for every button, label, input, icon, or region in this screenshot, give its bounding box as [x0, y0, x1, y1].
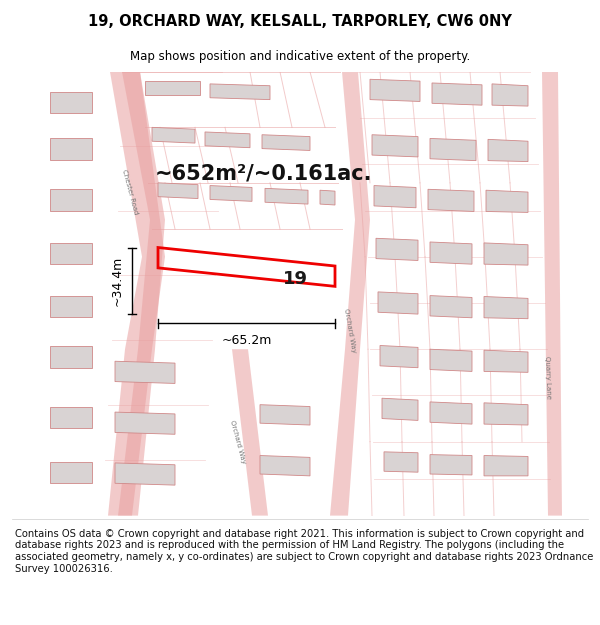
Polygon shape [484, 403, 528, 425]
Text: ~652m²/~0.161ac.: ~652m²/~0.161ac. [155, 164, 373, 184]
Polygon shape [374, 186, 416, 208]
Text: ~34.4m: ~34.4m [111, 256, 124, 306]
Polygon shape [210, 84, 270, 99]
Polygon shape [115, 361, 175, 383]
Polygon shape [260, 405, 310, 425]
Text: Chester Road: Chester Road [121, 169, 139, 215]
Polygon shape [152, 127, 195, 143]
Text: Contains OS data © Crown copyright and database right 2021. This information is : Contains OS data © Crown copyright and d… [15, 529, 593, 574]
Polygon shape [430, 454, 472, 475]
Polygon shape [50, 406, 92, 428]
Polygon shape [432, 83, 482, 105]
Polygon shape [492, 84, 528, 106]
Polygon shape [370, 79, 420, 101]
Polygon shape [372, 135, 418, 157]
Polygon shape [330, 72, 370, 516]
Polygon shape [220, 349, 268, 516]
Text: Orchard Way: Orchard Way [229, 419, 247, 464]
Polygon shape [430, 242, 472, 264]
Text: ~65.2m: ~65.2m [221, 334, 272, 348]
Polygon shape [430, 349, 472, 371]
Polygon shape [428, 189, 474, 211]
Polygon shape [320, 190, 335, 205]
Polygon shape [50, 346, 92, 368]
Text: 19: 19 [283, 270, 308, 288]
Polygon shape [384, 452, 418, 472]
Polygon shape [486, 190, 528, 213]
Polygon shape [430, 296, 472, 318]
Polygon shape [378, 292, 418, 314]
Polygon shape [265, 188, 308, 204]
Polygon shape [530, 72, 562, 516]
Polygon shape [262, 135, 310, 151]
Polygon shape [50, 296, 92, 317]
Polygon shape [205, 132, 250, 148]
Polygon shape [50, 189, 92, 211]
Polygon shape [108, 72, 165, 516]
Polygon shape [50, 462, 92, 483]
Polygon shape [382, 398, 418, 421]
Text: Quarry Lane: Quarry Lane [544, 356, 552, 399]
Polygon shape [50, 138, 92, 160]
Polygon shape [108, 72, 165, 516]
Polygon shape [430, 402, 472, 424]
Polygon shape [50, 92, 92, 114]
Polygon shape [430, 138, 476, 161]
Text: 19, ORCHARD WAY, KELSALL, TARPORLEY, CW6 0NY: 19, ORCHARD WAY, KELSALL, TARPORLEY, CW6… [88, 14, 512, 29]
Polygon shape [115, 463, 175, 485]
Polygon shape [380, 346, 418, 368]
Polygon shape [484, 350, 528, 372]
Polygon shape [115, 412, 175, 434]
Text: Map shows position and indicative extent of the property.: Map shows position and indicative extent… [130, 49, 470, 62]
Polygon shape [50, 243, 92, 264]
Polygon shape [488, 139, 528, 161]
Polygon shape [158, 182, 198, 199]
Polygon shape [260, 456, 310, 476]
Polygon shape [484, 296, 528, 319]
Polygon shape [484, 243, 528, 265]
Polygon shape [210, 186, 252, 201]
Polygon shape [145, 81, 200, 95]
Text: Orchard Way: Orchard Way [343, 308, 357, 353]
Polygon shape [376, 238, 418, 261]
Polygon shape [484, 456, 528, 476]
